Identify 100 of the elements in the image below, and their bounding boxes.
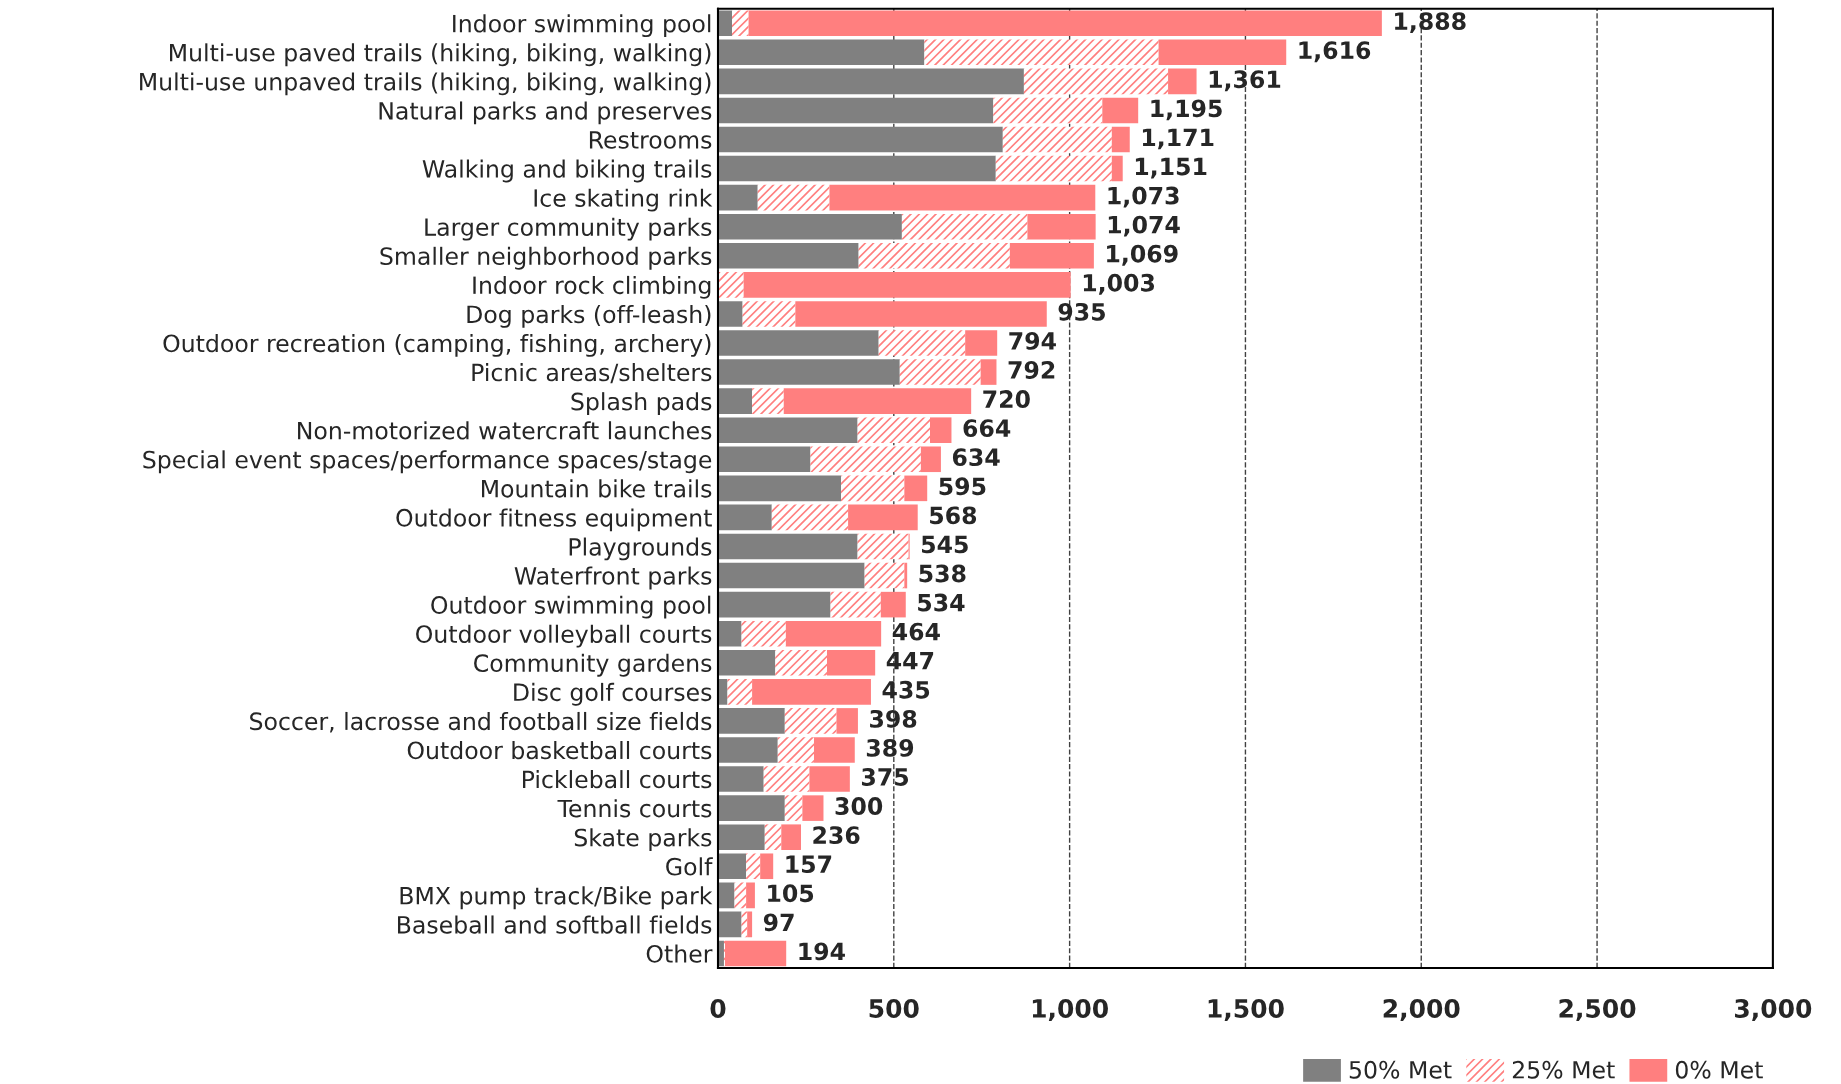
y-tick-label: Indoor swimming pool bbox=[453, 14, 711, 38]
bar bbox=[717, 446, 811, 473]
total-label: 1,151 bbox=[1135, 157, 1207, 179]
y-tick-label: Pickleball courts bbox=[523, 770, 712, 789]
bar bbox=[717, 795, 785, 821]
total-label: 398 bbox=[870, 709, 917, 728]
bar bbox=[717, 911, 742, 938]
bar bbox=[809, 766, 850, 792]
y-tick-label: Disc golf courses bbox=[514, 682, 712, 706]
bar bbox=[848, 504, 918, 531]
total-label: 545 bbox=[922, 535, 968, 554]
total-label: 1,888 bbox=[1395, 12, 1466, 34]
x-tick-label: 500 bbox=[869, 999, 919, 1018]
bar bbox=[732, 10, 749, 36]
bar bbox=[746, 882, 755, 909]
y-tick-label: Natural parks and preserves bbox=[379, 101, 712, 125]
y-tick-label: Restrooms bbox=[589, 131, 712, 149]
bar bbox=[795, 301, 1047, 327]
total-label: 534 bbox=[918, 593, 965, 612]
total-label: 157 bbox=[786, 855, 832, 874]
bar bbox=[717, 708, 785, 734]
bar bbox=[717, 39, 925, 66]
y-tick-label: Ice skating rink bbox=[534, 188, 713, 212]
bar bbox=[784, 708, 837, 734]
bar bbox=[717, 213, 902, 240]
total-label: 1,616 bbox=[1299, 41, 1371, 63]
bar bbox=[1002, 126, 1112, 153]
bar bbox=[857, 417, 931, 443]
bar bbox=[717, 649, 776, 676]
total-label: 97 bbox=[763, 913, 794, 932]
total-label: 194 bbox=[799, 942, 845, 961]
y-tick-label: Mountain bike trails bbox=[482, 479, 712, 498]
y-tick-label: Outdoor swimming pool bbox=[431, 595, 711, 619]
bar bbox=[995, 155, 1112, 182]
bar bbox=[783, 388, 972, 414]
y-tick-label: BMX pump track/Bike park bbox=[400, 886, 713, 910]
bar bbox=[717, 853, 747, 880]
y-tick-label: Dog parks (off-leash) bbox=[467, 304, 711, 328]
bar bbox=[743, 272, 1071, 298]
bar bbox=[781, 824, 801, 850]
bar bbox=[1009, 242, 1094, 269]
bar bbox=[717, 126, 1003, 153]
bar bbox=[836, 708, 858, 734]
bar bbox=[717, 242, 859, 269]
total-label: 792 bbox=[1008, 361, 1055, 379]
y-tick-label: Outdoor fitness equipment bbox=[396, 508, 712, 532]
bar bbox=[924, 39, 1159, 66]
x-tick-label: 2,500 bbox=[1559, 999, 1636, 1022]
bar bbox=[717, 882, 735, 909]
bar bbox=[717, 824, 765, 850]
total-label: 634 bbox=[952, 448, 1000, 467]
bar bbox=[830, 591, 881, 618]
bar bbox=[993, 97, 1103, 124]
bar bbox=[775, 649, 827, 676]
bar bbox=[1023, 68, 1169, 95]
bar bbox=[864, 562, 905, 589]
total-label: 1,195 bbox=[1151, 99, 1222, 121]
y-tick-label: Non-motorized watercraft launches bbox=[298, 421, 712, 440]
bar bbox=[764, 824, 782, 850]
total-label: 236 bbox=[813, 826, 860, 845]
bar bbox=[1111, 155, 1123, 182]
bar bbox=[841, 475, 905, 502]
y-tick-label: Picnic areas/shelters bbox=[472, 363, 712, 384]
x-tick-label: 1,000 bbox=[1032, 999, 1108, 1022]
bar bbox=[785, 620, 882, 647]
bar bbox=[717, 97, 994, 124]
legend-label: 50% Met bbox=[1349, 1060, 1452, 1079]
bar bbox=[930, 417, 952, 443]
bar bbox=[734, 882, 747, 909]
bar bbox=[813, 737, 855, 763]
y-tick-label: Outdoor basketball courts bbox=[407, 741, 712, 760]
bar bbox=[784, 795, 803, 821]
bar bbox=[747, 911, 753, 938]
bar bbox=[899, 359, 981, 385]
y-tick-label: Walking and biking trails bbox=[422, 159, 712, 183]
bar bbox=[717, 737, 778, 763]
bar bbox=[1027, 213, 1096, 240]
y-tick-label: Playgrounds bbox=[569, 537, 712, 561]
bar bbox=[1102, 97, 1139, 124]
bar bbox=[717, 766, 764, 792]
y-tick-label: Multi-use paved trails (hiking, biking, walking) bbox=[170, 43, 711, 67]
total-label: 794 bbox=[1009, 332, 1056, 350]
total-label: 464 bbox=[892, 622, 940, 641]
x-tick-label: 0 bbox=[710, 999, 726, 1018]
total-label: 435 bbox=[882, 680, 930, 699]
y-tick-label: Community gardens bbox=[474, 653, 712, 677]
total-label: 375 bbox=[861, 768, 909, 786]
bar bbox=[763, 766, 810, 792]
bar bbox=[741, 620, 786, 647]
y-tick-label: Golf bbox=[666, 857, 713, 876]
bar bbox=[980, 359, 997, 385]
bar bbox=[810, 446, 921, 473]
y-tick-label: Tennis courts bbox=[557, 799, 712, 818]
total-label: 447 bbox=[886, 652, 934, 670]
bar bbox=[752, 679, 871, 705]
bar bbox=[717, 359, 900, 385]
y-tick-label: Larger community parks bbox=[425, 217, 712, 241]
bar bbox=[965, 330, 998, 356]
y-tick-label: Baseball and softball fields bbox=[398, 915, 712, 934]
bar bbox=[752, 388, 784, 414]
